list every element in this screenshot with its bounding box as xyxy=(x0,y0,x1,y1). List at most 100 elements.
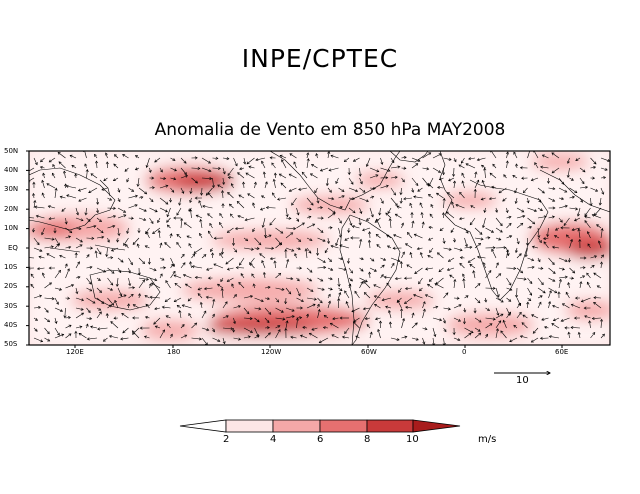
wind-vector-head xyxy=(424,327,428,331)
wind-vector xyxy=(280,182,287,189)
wind-vector-head xyxy=(181,324,185,327)
wind-vector xyxy=(579,197,583,203)
wind-vector xyxy=(301,172,308,179)
wind-vector xyxy=(495,207,498,213)
wind-vector-head xyxy=(277,325,281,329)
wind-vector xyxy=(86,217,91,222)
wind-vector-head xyxy=(134,194,138,198)
wind-vector xyxy=(338,227,342,238)
wind-vector xyxy=(96,247,102,255)
wind-vector-head xyxy=(323,265,327,270)
wind-vector-head xyxy=(234,249,238,253)
wind-vector-head xyxy=(324,250,328,254)
wind-vector-head xyxy=(308,207,312,211)
wind-vector xyxy=(306,287,314,292)
wind-vector-head xyxy=(397,299,400,303)
wind-vector-head xyxy=(288,173,292,177)
wind-vector-head xyxy=(65,184,69,188)
wind-vector xyxy=(411,163,418,169)
wind-vector-head xyxy=(596,224,600,228)
wind-vector xyxy=(353,321,360,329)
wind-vector-head xyxy=(232,329,236,333)
wind-vector-head xyxy=(256,319,260,323)
wind-vector-head xyxy=(88,281,92,285)
wind-vector-head xyxy=(338,292,342,296)
wind-vector xyxy=(464,246,472,249)
wind-vector-head xyxy=(194,196,198,200)
wind-vector-head xyxy=(465,230,469,234)
wind-vector xyxy=(558,267,565,270)
wind-vector-head xyxy=(272,178,276,182)
wind-vector xyxy=(516,215,525,219)
wind-vector-head xyxy=(39,294,43,298)
wind-vector-head xyxy=(403,156,407,160)
wind-vector xyxy=(54,243,60,249)
wind-vector xyxy=(600,254,604,259)
wind-vector-head xyxy=(398,289,401,293)
wind-vector-head xyxy=(74,330,78,334)
wind-vector xyxy=(107,277,114,286)
wind-vector-head xyxy=(368,271,372,275)
wind-vector-head xyxy=(435,305,439,309)
wind-vector xyxy=(246,157,255,165)
wind-vector-head xyxy=(230,213,233,217)
wind-vector-head xyxy=(166,323,170,327)
wind-vector xyxy=(473,270,476,279)
wind-vector xyxy=(198,200,203,209)
wind-vector xyxy=(188,243,192,249)
wind-vector xyxy=(422,337,425,345)
wind-vector-head xyxy=(405,243,409,247)
wind-vector xyxy=(90,326,98,329)
wind-vector-head xyxy=(421,221,425,225)
wind-vector xyxy=(317,227,324,233)
wind-vector-head xyxy=(452,173,456,177)
wind-vector-head xyxy=(191,265,195,269)
wind-vector xyxy=(174,283,182,289)
wind-vector xyxy=(390,257,401,262)
wind-vector xyxy=(532,327,539,334)
wind-vector-head xyxy=(109,197,113,201)
wind-vector xyxy=(149,187,155,189)
wind-vector xyxy=(243,157,246,165)
wind-vector xyxy=(113,177,119,181)
wind-vector xyxy=(182,304,192,309)
wind-vector xyxy=(551,323,560,329)
wind-vector xyxy=(159,257,165,261)
wind-vector xyxy=(302,326,308,329)
wind-vector xyxy=(485,317,496,320)
wind-vector-head xyxy=(580,199,583,203)
wind-vector xyxy=(86,266,93,269)
wind-vector xyxy=(327,294,331,299)
wind-vector-head xyxy=(552,215,555,219)
wind-vector-head xyxy=(344,237,348,241)
wind-vector-head xyxy=(47,205,51,209)
wind-vector xyxy=(138,207,147,212)
wind-vector-head xyxy=(246,161,250,165)
wind-vector-head xyxy=(552,279,556,282)
wind-vector-head xyxy=(135,155,139,158)
wind-vector-head xyxy=(370,214,374,218)
wind-vector xyxy=(65,227,72,234)
wind-vector xyxy=(484,168,486,179)
wind-vector-head xyxy=(570,177,574,181)
wind-vector-head xyxy=(509,235,513,238)
wind-vector-head xyxy=(552,318,556,322)
wind-vector-head xyxy=(459,248,463,252)
wind-vector-head xyxy=(151,282,155,286)
wind-vector xyxy=(176,242,182,249)
wind-vector-head xyxy=(521,209,525,213)
lat-label-20n: 20N xyxy=(4,205,19,213)
wind-vector xyxy=(443,337,445,345)
wind-vector-head xyxy=(459,262,463,266)
wind-vector xyxy=(395,277,402,280)
wind-vector-head xyxy=(396,337,400,341)
wind-vector xyxy=(86,317,92,320)
wind-vector xyxy=(96,307,101,311)
wind-vector xyxy=(289,187,297,192)
wind-vector-head xyxy=(592,332,596,336)
wind-vector-head xyxy=(386,234,390,238)
wind-vector xyxy=(37,267,45,270)
wind-speed-shading xyxy=(29,151,610,345)
wind-vector-head xyxy=(462,321,466,325)
wind-vector-head xyxy=(322,239,326,242)
